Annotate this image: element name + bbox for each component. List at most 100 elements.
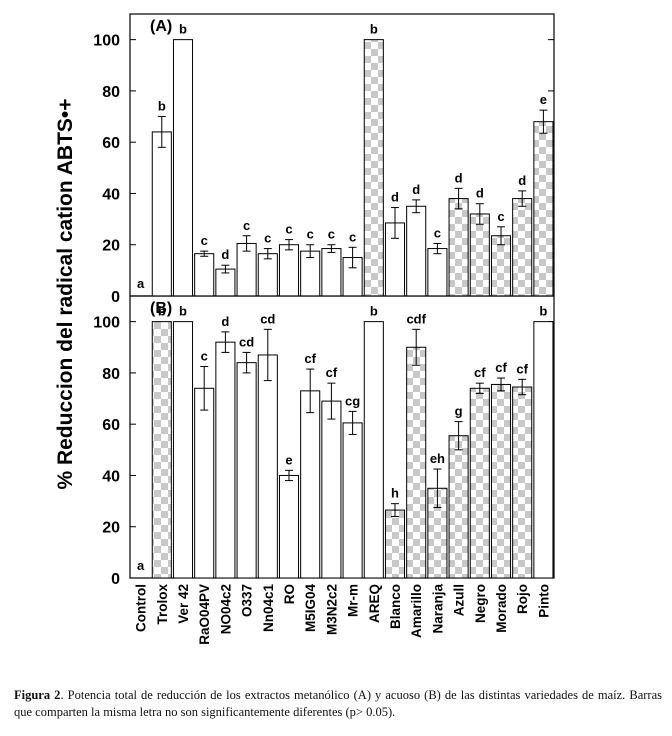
significance-letter: eh	[430, 451, 445, 466]
bar-nn04c1	[257, 253, 278, 297]
category-label: Naranja	[430, 584, 445, 634]
significance-letter: cf	[474, 365, 486, 380]
significance-letter: d	[391, 190, 399, 205]
bar-naranja	[427, 248, 448, 297]
category-label: AREQ	[367, 584, 382, 623]
bar-pinto	[533, 321, 554, 579]
bar-areq	[363, 321, 384, 579]
bar-ro	[278, 244, 300, 297]
significance-letter: b	[370, 22, 378, 37]
bar-trolox	[151, 131, 172, 297]
y-tick-label: 20	[102, 520, 120, 537]
significance-letter: d	[518, 173, 526, 188]
bar-o337	[236, 362, 257, 579]
bar-negro	[469, 213, 490, 297]
category-label: RO	[282, 584, 297, 604]
bar-no04c2	[215, 341, 236, 579]
significance-letter: e	[540, 92, 547, 107]
significance-letter: e	[285, 452, 292, 467]
bar-m3n2c2	[321, 248, 342, 297]
bar-areq	[363, 39, 384, 297]
significance-letter: c	[201, 233, 208, 248]
figure-caption: Figura 2. Potencia total de reducción de…	[14, 687, 662, 721]
category-label: Morado	[494, 584, 509, 633]
bar-azull	[448, 198, 469, 297]
significance-letter: c	[497, 209, 504, 224]
significance-letter: a	[137, 276, 145, 291]
significance-letter: cdf	[406, 311, 426, 326]
significance-letter: d	[412, 182, 420, 197]
bar-negro	[469, 387, 490, 579]
bar-morado	[490, 383, 512, 579]
significance-letter: b	[179, 304, 187, 319]
y-tick-label: 60	[102, 417, 120, 434]
bar-m5ig04	[300, 390, 321, 579]
category-label: Trolox	[155, 584, 170, 625]
significance-letter: cf	[495, 360, 507, 375]
bar-rojo	[512, 198, 533, 297]
bar-azull	[448, 435, 469, 579]
caption-label: Figura 2	[14, 688, 61, 702]
category-label: Mr-m	[346, 584, 361, 617]
bar-trolox	[151, 321, 172, 579]
category-label: Amarillo	[409, 584, 424, 638]
significance-letter: a	[137, 558, 145, 573]
bar-rao04pv	[194, 387, 215, 579]
caption-text: . Potencia total de reducción de los ext…	[14, 688, 663, 719]
significance-letter: h	[391, 486, 399, 501]
category-label: Control	[134, 584, 149, 632]
bar-m3n2c2	[321, 400, 342, 579]
category-label: O337	[240, 584, 255, 617]
significance-letter: b	[370, 304, 378, 319]
category-label: Pinto	[536, 584, 551, 618]
significance-letter: cd	[239, 334, 254, 349]
bar-blanco	[384, 509, 406, 579]
bar-pinto	[533, 121, 554, 297]
bar-amarillo	[406, 346, 427, 579]
significance-letter: c	[434, 225, 441, 240]
category-label: Blanco	[388, 584, 403, 629]
plot-frame	[129, 295, 555, 579]
category-label: RaO04PV	[197, 584, 212, 645]
panel-label: (B)	[150, 300, 172, 317]
bar-nn04c1	[257, 354, 278, 579]
category-label: Azull	[452, 584, 467, 616]
significance-letter: cf	[304, 351, 316, 366]
significance-letter: cg	[345, 393, 360, 408]
category-label: Ver 42	[176, 584, 191, 624]
category-label: NO04c2	[218, 584, 233, 634]
significance-letter: cf	[516, 361, 528, 376]
y-tick-label: 40	[102, 186, 120, 203]
significance-letter: c	[307, 227, 314, 242]
significance-letter: c	[201, 349, 208, 364]
y-tick-label: 20	[102, 238, 120, 255]
significance-letter: g	[455, 404, 463, 419]
significance-letter: b	[539, 304, 547, 319]
bar-ro	[278, 474, 300, 579]
significance-letter: cd	[260, 311, 275, 326]
significance-letter: c	[328, 227, 335, 242]
y-tick-label: 0	[111, 571, 120, 588]
significance-letter: b	[158, 99, 166, 114]
significance-letter: cf	[326, 365, 338, 380]
bar-amarillo	[406, 205, 427, 297]
category-label: Negro	[473, 584, 488, 623]
bar-ver-42	[172, 321, 194, 579]
significance-letter: c	[285, 222, 292, 237]
plot-frame	[129, 13, 555, 297]
significance-letter: b	[158, 304, 166, 319]
significance-letter: d	[455, 170, 463, 185]
category-label: Rojo	[515, 584, 530, 614]
y-axis-label: % Reduccion del radical cation ABTS•+	[54, 98, 77, 489]
y-tick-label: 80	[102, 366, 120, 383]
x-axis-category-labels: Control Trolox Ver 42 RaO04PV NO04c2 O337 Nn04…	[134, 584, 552, 645]
y-tick-label: 100	[93, 315, 120, 332]
y-tick-label: 60	[102, 135, 120, 152]
significance-letter: d	[221, 314, 229, 329]
panel-label: (A)	[150, 18, 172, 35]
category-label: M3N2c2	[324, 584, 339, 635]
y-tick-label: 0	[111, 289, 120, 306]
